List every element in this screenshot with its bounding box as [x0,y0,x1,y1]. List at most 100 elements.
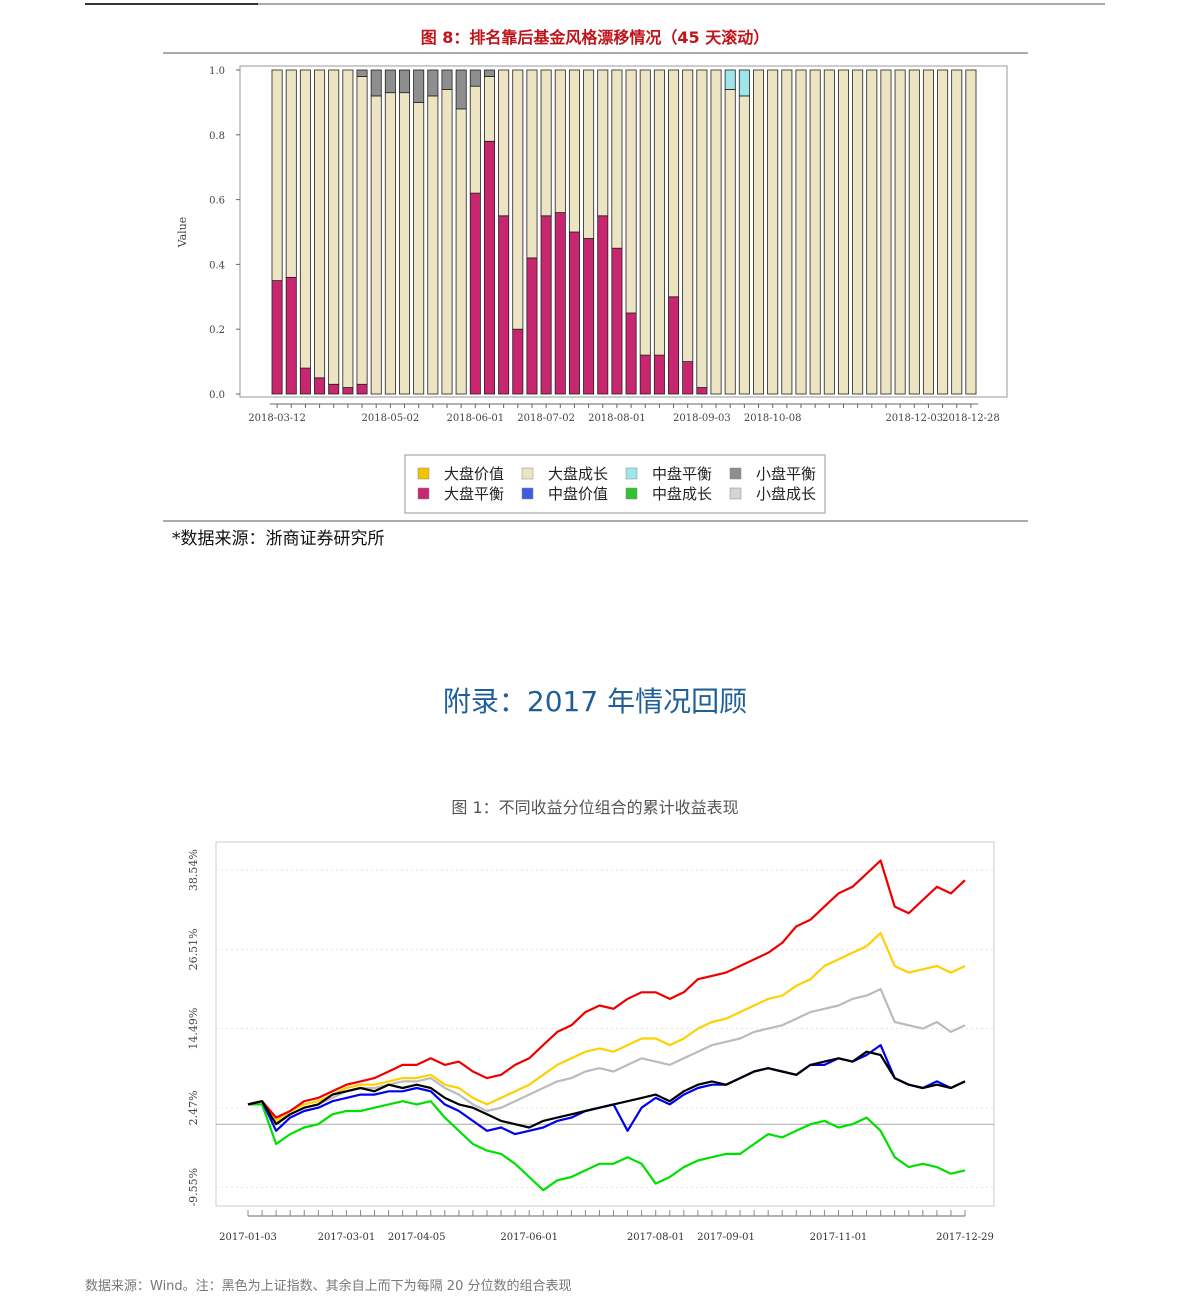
bar-segment [441,69,453,90]
y-tick-label: 0.4 [209,260,225,271]
bar-segment [852,69,864,395]
bar-segment [342,387,354,395]
bar-segment [384,69,396,94]
x-tick-label: 2018-03-12 [248,413,306,424]
bar-segment [384,92,396,395]
bar-segment [526,69,538,259]
x-tick-label: 2018-10-08 [744,413,802,424]
x-tick-label: 2018-06-01 [446,413,504,424]
bar-segment [271,69,283,282]
legend-label: 大盘价值 [444,465,504,483]
legend [404,454,826,514]
x-tick-label: 2018-09-03 [673,413,731,424]
y-tick-label: 2.47% [187,1090,200,1125]
bar-segment [611,247,623,395]
legend-label: 大盘平衡 [444,485,504,503]
section-title: 附录：2017 年情况回顾 [443,685,747,718]
legend-label: 小盘平衡 [756,465,816,483]
bar-segment [314,377,326,395]
legend-swatch [729,467,742,480]
chart-title: 图 1：不同收益分位组合的累计收益表现 [451,798,738,817]
legend-swatch [521,467,534,480]
bar-segment [483,140,495,395]
bar-segment [696,387,708,395]
bar-segment [682,361,694,395]
bar-segment [554,69,566,213]
bar-segment [639,69,651,356]
bar-segment [724,69,736,90]
bar-segment [455,69,467,110]
bar-segment [540,69,552,217]
x-tick-label: 2018-12-03 [885,413,943,424]
bar-segment [837,69,849,395]
x-tick-label: 2018-05-02 [362,413,420,424]
bar-segment [738,95,750,395]
bar-segment [328,383,340,395]
bar-segment [908,69,920,395]
x-tick-label: 2017-04-05 [388,1232,446,1243]
bar-segment [356,76,368,385]
bar-segment [823,69,835,395]
bar-segment [597,215,609,395]
bar-segment [526,257,538,395]
bar-segment [512,69,524,330]
bar-segment [597,69,609,217]
y-tick-label: 0.8 [209,131,225,142]
bar-segment [668,69,680,298]
legend-label: 中盘成长 [652,485,712,503]
bar-segment [399,69,411,94]
bar-segment [767,69,779,395]
x-tick-label: 2018-07-02 [517,413,575,424]
x-tick-label: 2017-11-01 [810,1232,868,1243]
legend-label: 中盘价值 [548,485,608,503]
bar-segment [370,69,382,97]
y-tick-label: 0.2 [209,325,225,336]
bar-segment [682,69,694,363]
plot-frame [239,65,1008,398]
bar-segment [653,69,665,356]
bar-segment [568,231,580,395]
x-tick-label: 2018-08-01 [588,413,646,424]
legend-label: 中盘平衡 [652,465,712,483]
legend-swatch [625,487,638,500]
bar-segment [753,69,765,395]
bar-segment [710,69,722,395]
bar-segment [781,69,793,395]
bar-segment [413,69,425,103]
bar-segment [498,215,510,395]
bar-segment [356,69,368,77]
bar-segment [724,89,736,395]
x-tick-label: 2017-01-03 [219,1232,277,1243]
y-tick-label: 0.6 [209,196,225,207]
bar-segment [455,108,467,395]
bar-segment [809,69,821,395]
line-series [247,1050,966,1129]
source-note: 数据来源：Wind。注：黑色为上证指数、其余自上而下为每隔 20 分位数的组合表… [85,1278,571,1294]
bar-segment [342,69,354,388]
bar-segment [427,69,439,97]
bar-segment [512,328,524,395]
bar-segment [299,367,311,395]
line-series [247,988,966,1122]
legend-swatch [625,467,638,480]
x-tick-label: 2017-08-01 [627,1232,685,1243]
bar-segment [568,69,580,233]
y-tick-label: -9.55% [187,1168,200,1207]
bar-segment [668,296,680,395]
y-tick-label: 38.54% [187,849,200,891]
legend-swatch [417,467,430,480]
bar-segment [413,102,425,395]
bar-segment [937,69,949,395]
y-tick-label: 1.0 [209,66,225,77]
legend-swatch [729,487,742,500]
bar-segment [880,69,892,395]
bar-segment [738,69,750,97]
bar-segment [469,69,481,87]
bar-segment [611,69,623,249]
bar-segment [498,69,510,217]
bar-segment [894,69,906,395]
bar-segment [271,280,283,395]
x-tick-label: 2017-03-01 [318,1232,376,1243]
